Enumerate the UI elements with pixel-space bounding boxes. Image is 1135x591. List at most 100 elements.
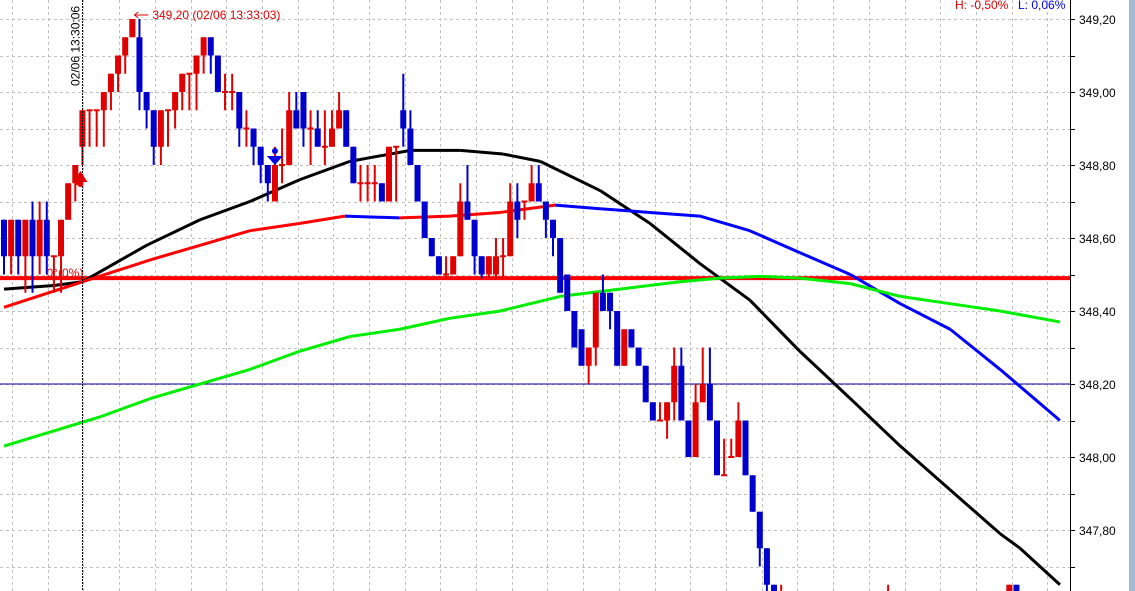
candle-body xyxy=(179,73,186,92)
moving-average-segment xyxy=(799,276,851,286)
moving-average-segment xyxy=(649,210,700,218)
axis-tick-label: 348,40 xyxy=(1079,305,1116,319)
candle-body xyxy=(207,37,214,56)
candle-body xyxy=(614,311,621,366)
candle-body xyxy=(685,420,692,457)
candle-body xyxy=(36,219,43,257)
moving-average-segment xyxy=(1019,547,1061,586)
axis-tick-label: 348,20 xyxy=(1079,378,1116,392)
candle-body xyxy=(714,420,720,476)
max-arrow-icon xyxy=(134,11,149,19)
axis-tick-label: 349,20 xyxy=(1079,13,1116,27)
candle-body xyxy=(264,165,271,184)
axis-tick-label: 349,00 xyxy=(1079,86,1116,100)
candle-body xyxy=(492,256,499,275)
candle-body xyxy=(157,110,164,147)
candle-body xyxy=(214,55,221,92)
candle-body xyxy=(550,219,557,238)
candle-body xyxy=(8,219,15,257)
candle-body xyxy=(692,402,699,457)
price-axis[interactable]: 349,20 349,00 348,80 348,60 348,40 348,20 348,… xyxy=(1070,0,1129,591)
moving-average-segment xyxy=(849,282,901,298)
moving-average-segment xyxy=(759,274,800,280)
moving-average-segment xyxy=(199,200,251,222)
blue-down-triangle-icon[interactable] xyxy=(266,148,283,165)
candle-body xyxy=(706,384,713,421)
moving-average-segment xyxy=(539,160,601,192)
moving-average-segment xyxy=(3,280,83,309)
candle-body xyxy=(649,402,656,421)
moving-average-segment xyxy=(299,214,346,225)
moving-average-segment xyxy=(619,280,681,291)
moving-averages xyxy=(3,148,1061,586)
moving-average-segment xyxy=(699,214,751,233)
moving-average-segment xyxy=(349,148,411,163)
moving-average-segment xyxy=(999,309,1061,324)
moving-average-segment xyxy=(149,243,201,262)
candle-body xyxy=(22,219,29,257)
max-price-label: 349,20 (02/06 13:33:03) xyxy=(152,8,280,22)
moving-average-segment xyxy=(449,210,501,218)
candle-body xyxy=(771,584,778,591)
candle-body xyxy=(350,146,357,184)
candle-body xyxy=(585,347,592,366)
candle-body xyxy=(457,201,464,257)
candle-body xyxy=(343,110,350,147)
candle-body xyxy=(635,347,642,366)
candle-body xyxy=(678,365,685,421)
axis-background xyxy=(1071,0,1129,591)
candle-body xyxy=(599,292,606,311)
red-up-arrow-icon[interactable] xyxy=(73,168,88,187)
moving-average-segment xyxy=(502,152,541,163)
candle-body xyxy=(435,256,442,275)
candle-body xyxy=(421,201,428,238)
moving-average-segment xyxy=(399,316,450,331)
moving-average-segment xyxy=(799,251,851,276)
moving-average-segment xyxy=(555,203,601,211)
moving-average-segment xyxy=(199,367,251,386)
candle-body xyxy=(763,548,770,585)
moving-average-segment xyxy=(249,221,301,233)
candle-body xyxy=(407,128,414,165)
moving-average-segment xyxy=(449,309,501,320)
moving-average-segment xyxy=(949,328,1002,371)
candle-body xyxy=(628,329,635,348)
candle-body xyxy=(150,110,157,147)
crosshair-time-label: 02/06 13:30:06 xyxy=(69,6,83,86)
candle-body xyxy=(386,146,393,202)
moving-average-segment xyxy=(349,327,400,339)
candle-body xyxy=(143,92,150,111)
moving-average-segment xyxy=(900,294,951,306)
moving-average-segment xyxy=(99,397,151,419)
axis-tick-label: 347,80 xyxy=(1079,524,1116,538)
candle-body xyxy=(236,92,243,129)
candle-body xyxy=(428,238,435,257)
axis-tick-label: 348,60 xyxy=(1079,232,1116,246)
buy-arrow-bar xyxy=(74,168,78,185)
candle-body xyxy=(257,146,264,165)
right-scrollbar[interactable] xyxy=(1129,0,1135,591)
candle-body xyxy=(578,329,585,366)
moving-average-segment xyxy=(599,207,651,214)
candle-body xyxy=(193,55,200,74)
zero-level-label: 0°(0%) xyxy=(47,266,84,280)
candle-body xyxy=(671,365,678,403)
candle-body xyxy=(43,219,50,257)
grid xyxy=(0,0,1070,591)
moving-average-segment xyxy=(499,294,561,313)
candle-body xyxy=(735,420,742,457)
candle-body xyxy=(15,219,22,257)
moving-average-segment xyxy=(299,335,351,353)
candle-body xyxy=(621,329,628,366)
low-percent-label: L: 0,06% xyxy=(1018,0,1066,12)
candle-body xyxy=(129,19,136,38)
candle-body xyxy=(471,219,478,257)
candle-body xyxy=(535,183,542,202)
candle-body xyxy=(642,365,649,403)
moving-average-segment xyxy=(719,274,760,280)
candle-body xyxy=(58,219,65,257)
candle-body xyxy=(328,128,335,147)
annotations: 02/06 13:30:06 349,20 (02/06 13:33:03) 0… xyxy=(47,0,1066,591)
candle-body xyxy=(29,219,36,257)
